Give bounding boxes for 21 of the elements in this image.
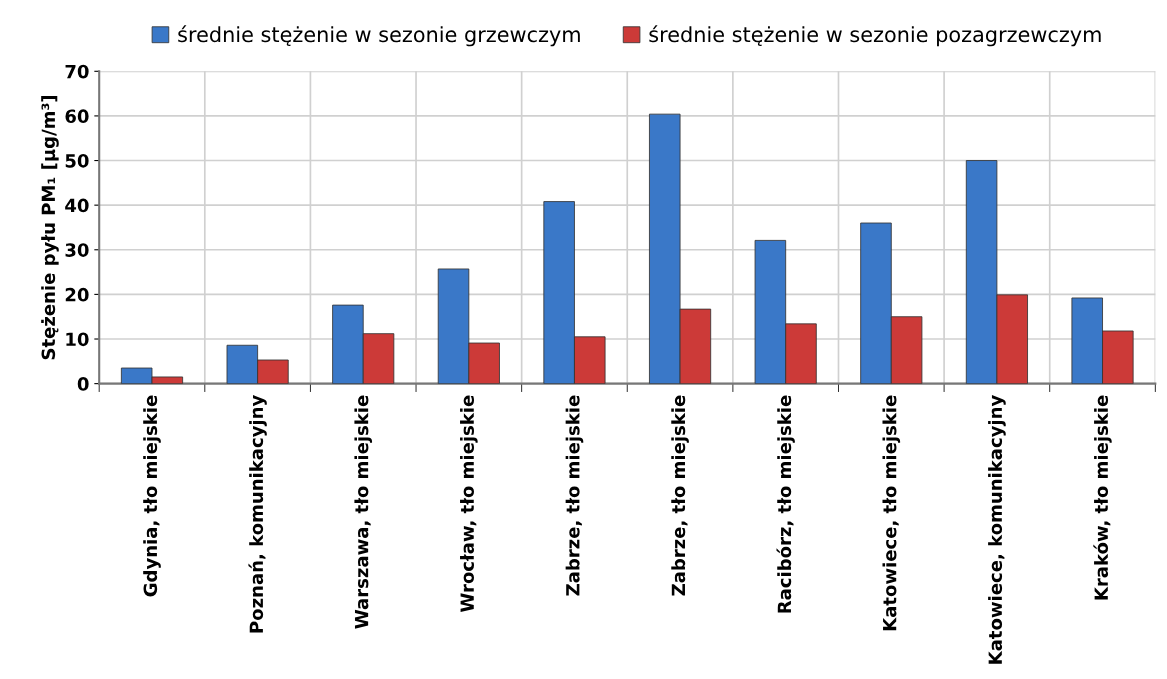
x-tick-label: Wrocław, tło miejskie	[460, 395, 478, 613]
x-tick-label: Zabrze, tło miejskie	[671, 395, 689, 596]
x-tick-label: Poznań, komunikacyjny	[248, 395, 267, 633]
y-tick-label: 40	[65, 198, 89, 213]
y-tick-label: 60	[65, 109, 89, 124]
y-tick-label: 20	[65, 287, 89, 302]
legend-label: średnie stężenie w sezonie pozagrzewczym	[649, 25, 1101, 47]
x-tick-label: Katowiece, tło miejskie	[882, 395, 901, 631]
x-tick-label: Warszawa, tło miejskie	[354, 395, 373, 629]
y-axis-title: Stężenie pyłu PM₁ [µg/m³]	[41, 95, 59, 360]
y-tick-label: 50	[65, 153, 89, 168]
x-tick-label: Kraków, tło miejskie	[1093, 395, 1112, 600]
x-tick-label: Gdynia, tło miejskie	[143, 395, 161, 597]
y-tick-label: 30	[65, 243, 89, 257]
legend-label: średnie stężenie w sezonie grzewczym	[178, 25, 580, 47]
x-tick-label: Katowiece, komunikacyjny	[988, 395, 1006, 664]
x-tick-label: Racibórz, tło miejskie	[776, 395, 795, 613]
y-tick-label: 10	[66, 332, 89, 347]
x-tick-label: Zabrze, tło miejskie	[565, 395, 584, 596]
y-tick-label: 70	[65, 64, 89, 79]
y-tick-label: 0	[77, 377, 89, 391]
